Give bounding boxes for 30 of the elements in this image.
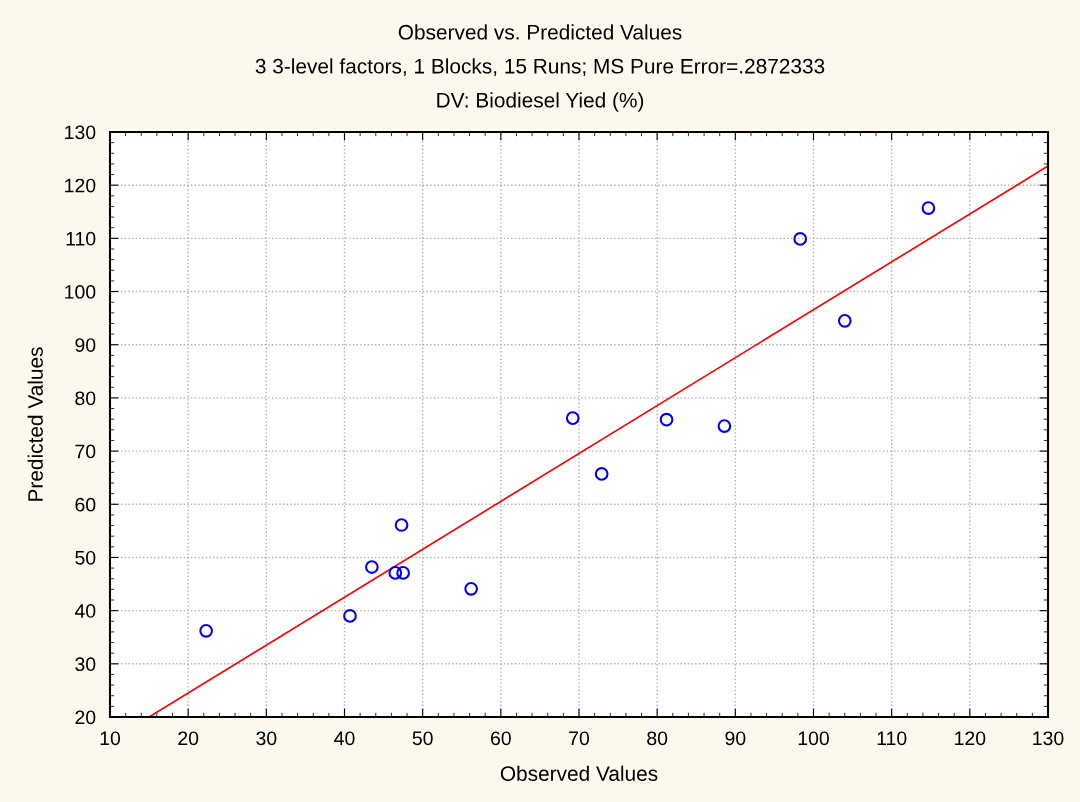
y-tick-label: 50 — [75, 550, 96, 565]
y-tick-label: 40 — [74, 604, 96, 618]
y-tick-label: 130 — [65, 125, 96, 140]
x-tick-label: 20 — [178, 731, 199, 746]
x-tick-label: 40 — [334, 731, 355, 746]
text: DV: Biodiesel Yied (%) — [437, 92, 644, 112]
x-tick-label: 100 — [798, 731, 829, 746]
y-tick-label: 90 — [75, 338, 96, 352]
x-tick-label: 10 — [100, 731, 121, 746]
x-tick-label: 60 — [491, 731, 511, 746]
y-tick-label: 20 — [75, 710, 96, 725]
x-tick-label: 120 — [955, 731, 986, 746]
y-tick-label: 60 — [75, 497, 96, 512]
x-tick-label: 130 — [1033, 731, 1064, 746]
x-axis-title: Observed Values — [500, 765, 658, 781]
y-tick-label: 80 — [75, 391, 96, 406]
y-tick-label: 110 — [66, 231, 96, 246]
y-axis-title: Predicted Values — [27, 347, 43, 501]
y-tick-label: 120 — [65, 178, 96, 193]
x-tick-label: 30 — [256, 731, 277, 746]
x-tick-label: 80 — [647, 731, 668, 746]
x-tick-label: 90 — [725, 731, 746, 746]
x-tick-label: 70 — [569, 731, 590, 746]
chart-title: Observed vs. Predicted Values — [398, 24, 682, 40]
x-tick-label: 110 — [877, 731, 907, 746]
y-tick-label: 30 — [75, 657, 96, 672]
chart-subtitle: 3 3-level factors, 1 Blocks, 15 Runs; MS Pure Error=.2872333 — [255, 58, 825, 77]
x-tick-label: 50 — [412, 731, 433, 746]
y-tick-label: 70 — [75, 444, 96, 459]
y-tick-label: 100 — [65, 285, 96, 299]
